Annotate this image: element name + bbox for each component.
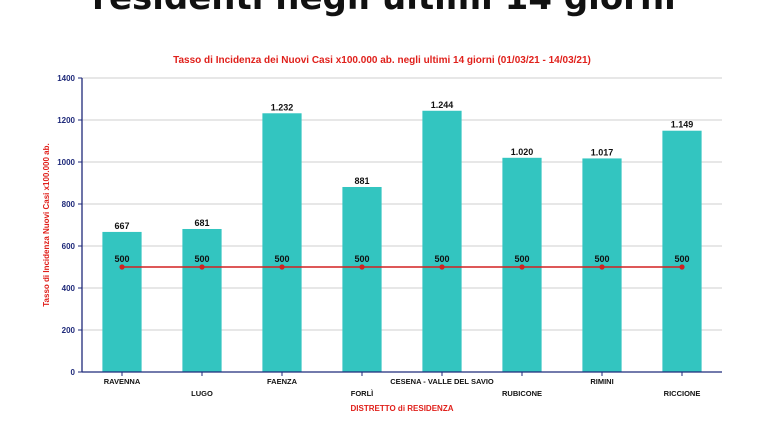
threshold-value-label: 500 xyxy=(514,254,529,264)
y-tick-label: 600 xyxy=(62,242,76,251)
y-axis-label: Tasso di Incidenza Nuovi Casi x100.000 a… xyxy=(42,143,51,306)
bar xyxy=(422,110,462,372)
chart-title: Tasso di Incidenza dei Nuovi Casi x100.0… xyxy=(173,55,591,66)
bar xyxy=(662,130,702,372)
bar xyxy=(102,231,142,372)
threshold-value-label: 500 xyxy=(434,254,449,264)
threshold-line xyxy=(119,264,685,270)
bar xyxy=(182,228,222,372)
threshold-marker xyxy=(519,264,525,270)
threshold-marker xyxy=(279,264,285,270)
category-label: RUBICONE xyxy=(502,389,542,398)
threshold-marker xyxy=(119,264,125,270)
threshold-value-label: 500 xyxy=(674,254,689,264)
gridlines xyxy=(82,77,722,331)
labels: 0 200 400 600 800 1000 1200 1400 667 RAVENNA 681 LU… xyxy=(57,74,700,398)
threshold-value-label: 500 xyxy=(114,254,129,264)
category-label: RICCIONE xyxy=(664,389,701,398)
threshold-marker xyxy=(679,264,685,270)
threshold-marker xyxy=(599,264,605,270)
bar xyxy=(262,113,302,372)
bar-value-label: 1.232 xyxy=(271,102,294,112)
threshold-value-label: 500 xyxy=(194,254,209,264)
y-tick-label: 400 xyxy=(62,284,76,293)
bar-value-label: 1.244 xyxy=(431,100,454,110)
axes xyxy=(78,77,722,376)
y-tick-label: 1000 xyxy=(57,158,75,167)
slide-title: residenti negli ultimi 14 giorni xyxy=(0,0,768,18)
bar-value-label: 667 xyxy=(114,221,129,231)
threshold-value-label: 500 xyxy=(274,254,289,264)
bar xyxy=(342,186,382,372)
category-label: CESENA - VALLE DEL SAVIO xyxy=(390,377,494,386)
bars xyxy=(102,110,702,372)
category-label: FAENZA xyxy=(267,377,298,386)
x-axis-label: DISTRETTO di RESIDENZA xyxy=(351,404,454,413)
bar-value-label: 881 xyxy=(354,176,369,186)
y-tick-label: 1200 xyxy=(57,116,75,125)
threshold-marker xyxy=(359,264,365,270)
threshold-value-label: 500 xyxy=(354,254,369,264)
category-label: RIMINI xyxy=(590,377,613,386)
bar-value-label: 1.017 xyxy=(591,147,614,157)
threshold-marker xyxy=(439,264,445,270)
category-label: LUGO xyxy=(191,389,213,398)
category-label: RAVENNA xyxy=(104,377,141,386)
y-tick-label: 200 xyxy=(62,326,76,335)
y-tick-label: 800 xyxy=(62,200,76,209)
y-tick-label: 1400 xyxy=(57,74,75,83)
y-tick-label: 0 xyxy=(71,368,76,377)
bar-value-label: 1.149 xyxy=(671,120,694,130)
bar-value-label: 681 xyxy=(194,218,209,228)
threshold-marker xyxy=(199,264,205,270)
category-label: FORLÌ xyxy=(351,389,374,398)
threshold-value-label: 500 xyxy=(594,254,609,264)
bar-value-label: 1.020 xyxy=(511,147,534,157)
